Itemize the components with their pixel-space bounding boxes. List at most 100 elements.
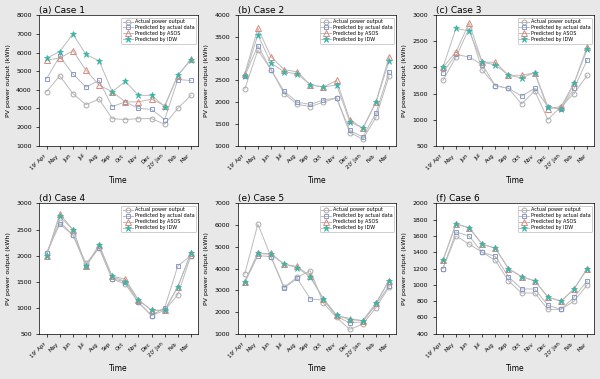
Predicted by actual data: [148, 107, 155, 111]
Predicted by actual data: [161, 305, 168, 310]
Predicted by ASOS: [307, 274, 314, 279]
Actual power output: [82, 261, 89, 266]
Predicted by actual data: [518, 94, 525, 99]
Predicted by IDW: [254, 251, 262, 256]
Predicted by actual data: [571, 86, 578, 91]
Predicted by actual data: [241, 74, 248, 78]
Predicted by ASOS: [359, 126, 367, 130]
Predicted by IDW: [82, 52, 89, 57]
Predicted by ASOS: [293, 264, 301, 269]
Y-axis label: PV power output (kWh): PV power output (kWh): [402, 232, 407, 305]
Predicted by ASOS: [373, 301, 380, 305]
Predicted by IDW: [174, 285, 181, 289]
Predicted by ASOS: [56, 211, 64, 216]
Actual power output: [293, 275, 301, 280]
Predicted by IDW: [333, 83, 340, 87]
Actual power output: [492, 258, 499, 263]
Line: Predicted by ASOS: Predicted by ASOS: [44, 48, 194, 108]
Actual power output: [254, 48, 262, 52]
Predicted by IDW: [359, 126, 367, 130]
Predicted by actual data: [69, 232, 76, 237]
Actual power output: [109, 116, 116, 121]
Predicted by actual data: [385, 284, 392, 288]
Predicted by actual data: [135, 300, 142, 305]
Predicted by actual data: [584, 279, 591, 283]
Predicted by actual data: [452, 230, 460, 234]
Actual power output: [505, 279, 512, 283]
Predicted by actual data: [320, 298, 327, 302]
Actual power output: [307, 268, 314, 273]
Actual power output: [109, 277, 116, 281]
Legend: Actual power output, Predicted by actual data, Predicted by ASOS, Predicted by I: Actual power output, Predicted by actual…: [320, 206, 394, 232]
Actual power output: [43, 89, 50, 94]
Actual power output: [544, 307, 551, 312]
Predicted by IDW: [135, 298, 142, 302]
Actual power output: [320, 100, 327, 105]
Predicted by ASOS: [135, 100, 142, 104]
Actual power output: [95, 246, 103, 250]
Predicted by actual data: [359, 135, 367, 139]
Predicted by ASOS: [531, 279, 538, 283]
Actual power output: [584, 283, 591, 287]
Predicted by actual data: [135, 106, 142, 111]
Line: Predicted by ASOS: Predicted by ASOS: [440, 20, 590, 112]
Actual power output: [346, 327, 353, 332]
Line: Predicted by ASOS: Predicted by ASOS: [440, 221, 590, 304]
Predicted by IDW: [557, 107, 565, 111]
Line: Predicted by actual data: Predicted by actual data: [242, 43, 392, 139]
Predicted by ASOS: [492, 246, 499, 251]
Predicted by ASOS: [439, 65, 446, 70]
Legend: Actual power output, Predicted by actual data, Predicted by ASOS, Predicted by I: Actual power output, Predicted by actual…: [121, 18, 196, 44]
Actual power output: [254, 222, 262, 226]
Predicted by actual data: [174, 264, 181, 268]
Predicted by actual data: [161, 117, 168, 122]
Predicted by actual data: [346, 128, 353, 133]
Actual power output: [452, 234, 460, 238]
Predicted by IDW: [95, 243, 103, 247]
Line: Predicted by IDW: Predicted by IDW: [43, 213, 194, 314]
Actual power output: [148, 313, 155, 318]
Predicted by IDW: [359, 318, 367, 323]
Actual power output: [333, 315, 340, 320]
Predicted by IDW: [241, 279, 248, 284]
Predicted by actual data: [187, 78, 194, 83]
Predicted by ASOS: [95, 243, 103, 247]
Line: Actual power output: Actual power output: [44, 219, 193, 318]
Predicted by actual data: [518, 287, 525, 291]
Actual power output: [359, 322, 367, 326]
Actual power output: [148, 116, 155, 121]
Actual power output: [122, 117, 129, 122]
Predicted by ASOS: [373, 100, 380, 105]
Predicted by ASOS: [187, 251, 194, 255]
Predicted by actual data: [492, 254, 499, 258]
Predicted by ASOS: [518, 73, 525, 78]
Predicted by ASOS: [95, 83, 103, 88]
Predicted by IDW: [439, 258, 446, 263]
Predicted by IDW: [492, 63, 499, 67]
Predicted by IDW: [346, 317, 353, 322]
Text: (e) Case 5: (e) Case 5: [238, 194, 284, 203]
Actual power output: [293, 102, 301, 106]
Actual power output: [557, 104, 565, 109]
Predicted by ASOS: [268, 251, 275, 256]
Legend: Actual power output, Predicted by actual data, Predicted by ASOS, Predicted by I: Actual power output, Predicted by actual…: [121, 206, 196, 232]
Predicted by IDW: [82, 264, 89, 268]
Predicted by actual data: [69, 72, 76, 76]
Predicted by IDW: [109, 89, 116, 94]
Actual power output: [531, 291, 538, 295]
Predicted by ASOS: [571, 81, 578, 85]
Predicted by IDW: [373, 301, 380, 305]
Predicted by IDW: [122, 279, 129, 284]
Actual power output: [69, 91, 76, 96]
Legend: Actual power output, Predicted by actual data, Predicted by ASOS, Predicted by I: Actual power output, Predicted by actual…: [518, 18, 592, 44]
Predicted by actual data: [95, 78, 103, 83]
Predicted by actual data: [56, 222, 64, 227]
Predicted by ASOS: [161, 103, 168, 108]
Actual power output: [161, 122, 168, 127]
Actual power output: [307, 104, 314, 109]
Predicted by IDW: [268, 252, 275, 257]
Predicted by ASOS: [505, 73, 512, 78]
Predicted by ASOS: [531, 70, 538, 75]
Predicted by ASOS: [557, 299, 565, 304]
Predicted by actual data: [307, 102, 314, 106]
